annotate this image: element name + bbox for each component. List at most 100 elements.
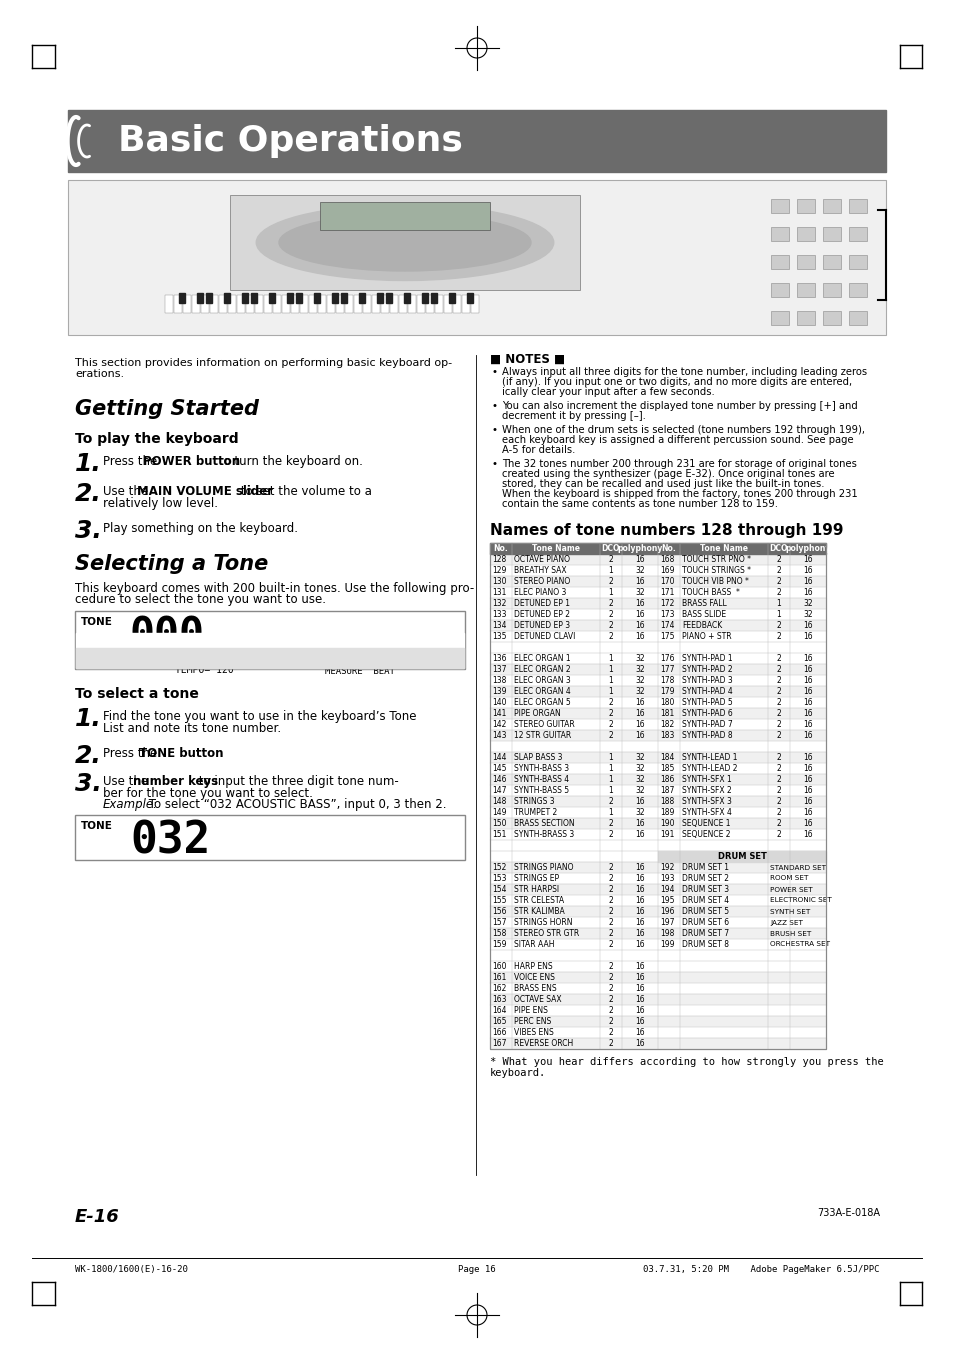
Text: 132: 132: [492, 598, 506, 608]
Text: 001 :  1: 001 : 1: [325, 657, 372, 667]
Text: STRINGS HORN: STRINGS HORN: [514, 917, 572, 927]
Text: TOUCH STRINGS *: TOUCH STRINGS *: [681, 566, 750, 576]
Bar: [490, 1027, 825, 1038]
Text: ■ NOTES ■: ■ NOTES ■: [490, 353, 564, 366]
Text: 189: 189: [659, 808, 674, 817]
Bar: [386, 293, 392, 303]
Text: 16: 16: [635, 1039, 644, 1048]
Bar: [335, 295, 344, 313]
Text: erations.: erations.: [75, 369, 124, 380]
Text: SYNTH-LEAD 1: SYNTH-LEAD 1: [681, 753, 737, 762]
Text: 2: 2: [608, 962, 613, 971]
Text: 2: 2: [608, 577, 613, 586]
Bar: [75, 611, 464, 669]
Text: 2: 2: [776, 676, 781, 685]
Text: 32: 32: [635, 688, 644, 696]
Text: 16: 16: [635, 830, 644, 839]
Text: DCO: DCO: [769, 544, 787, 553]
Bar: [490, 663, 825, 676]
Text: 2: 2: [608, 555, 613, 563]
Bar: [431, 293, 436, 303]
Text: 733A-E-018A: 733A-E-018A: [816, 1208, 879, 1219]
Text: 16: 16: [802, 555, 812, 563]
Bar: [796, 311, 814, 326]
Text: To play the keyboard: To play the keyboard: [75, 432, 238, 446]
Bar: [490, 763, 825, 774]
Text: 2: 2: [776, 588, 781, 597]
Text: 178: 178: [659, 676, 674, 685]
Bar: [269, 293, 275, 303]
Text: 2: 2: [776, 753, 781, 762]
Text: 190: 190: [659, 819, 674, 828]
Ellipse shape: [256, 204, 553, 281]
Text: 191: 191: [659, 830, 674, 839]
Bar: [490, 950, 825, 961]
Text: cedure to select the tone you want to use.: cedure to select the tone you want to us…: [75, 593, 326, 607]
Text: Tone Name: Tone Name: [700, 544, 747, 553]
Bar: [461, 295, 470, 313]
Bar: [252, 293, 257, 303]
Bar: [372, 295, 380, 313]
Text: 12 STR GUITAR: 12 STR GUITAR: [514, 731, 571, 740]
Text: •: •: [492, 401, 497, 411]
Bar: [490, 543, 825, 554]
Text: 2: 2: [608, 984, 613, 993]
Bar: [287, 293, 293, 303]
Text: ically clear your input after a few seconds.: ically clear your input after a few seco…: [501, 386, 714, 397]
Bar: [490, 884, 825, 894]
Text: REVERSE ORCH: REVERSE ORCH: [514, 1039, 573, 1048]
Text: 129: 129: [492, 566, 506, 576]
Bar: [658, 851, 825, 862]
Text: SLAP BASS 3: SLAP BASS 3: [514, 753, 562, 762]
Bar: [332, 293, 338, 303]
Bar: [770, 282, 788, 297]
Bar: [490, 1005, 825, 1016]
Text: 168: 168: [659, 555, 674, 563]
Text: 2: 2: [776, 765, 781, 773]
Text: 2: 2: [776, 654, 781, 663]
Bar: [165, 295, 173, 313]
Text: 1: 1: [776, 598, 781, 608]
Text: Always input all three digits for the tone number, including leading zeros: Always input all three digits for the to…: [501, 367, 866, 377]
Text: 3.: 3.: [75, 519, 102, 543]
Text: SEQUENCE 1: SEQUENCE 1: [681, 819, 730, 828]
Bar: [449, 293, 455, 303]
Text: STEREO GUITAR: STEREO GUITAR: [514, 720, 574, 730]
Text: 2: 2: [608, 1039, 613, 1048]
Bar: [317, 295, 326, 313]
Text: 32: 32: [635, 786, 644, 794]
Text: BRASS ENS: BRASS ENS: [514, 984, 556, 993]
Text: SYNTH-PAD 2: SYNTH-PAD 2: [681, 665, 732, 674]
Text: DRUM SET 2: DRUM SET 2: [681, 874, 728, 884]
Text: ELEC PIANO 3: ELEC PIANO 3: [514, 588, 566, 597]
Text: 16: 16: [635, 632, 644, 640]
Text: VIBES ENS: VIBES ENS: [514, 1028, 553, 1038]
Text: When the keyboard is shipped from the factory, tones 200 through 231: When the keyboard is shipped from the fa…: [501, 489, 857, 499]
Text: List and note its tone number.: List and note its tone number.: [103, 721, 281, 735]
Text: 137: 137: [492, 665, 506, 674]
Text: ELEC ORGAN 1: ELEC ORGAN 1: [514, 654, 570, 663]
Text: 16: 16: [802, 830, 812, 839]
Text: Getting Started: Getting Started: [75, 399, 258, 419]
Text: SYNTH-SFX 1: SYNTH-SFX 1: [681, 775, 731, 784]
Text: 1.: 1.: [75, 453, 102, 476]
Bar: [359, 293, 365, 303]
Bar: [770, 255, 788, 269]
Text: 2.: 2.: [75, 744, 102, 767]
Text: to turn the keyboard on.: to turn the keyboard on.: [214, 455, 362, 467]
Text: 130: 130: [492, 577, 506, 586]
Bar: [471, 295, 479, 313]
Text: 2: 2: [776, 566, 781, 576]
Text: Basic Operations: Basic Operations: [118, 124, 462, 158]
Text: 32: 32: [635, 654, 644, 663]
Text: 194: 194: [659, 885, 674, 894]
Text: 2: 2: [608, 929, 613, 938]
Bar: [273, 295, 281, 313]
Text: ROOM SET: ROOM SET: [769, 875, 807, 881]
Text: 16: 16: [635, 819, 644, 828]
Bar: [443, 295, 452, 313]
Bar: [254, 295, 263, 313]
Text: ORCHESTRA SET: ORCHESTRA SET: [769, 942, 829, 947]
Text: DETUNED CLAVI: DETUNED CLAVI: [514, 632, 575, 640]
Bar: [296, 293, 302, 303]
